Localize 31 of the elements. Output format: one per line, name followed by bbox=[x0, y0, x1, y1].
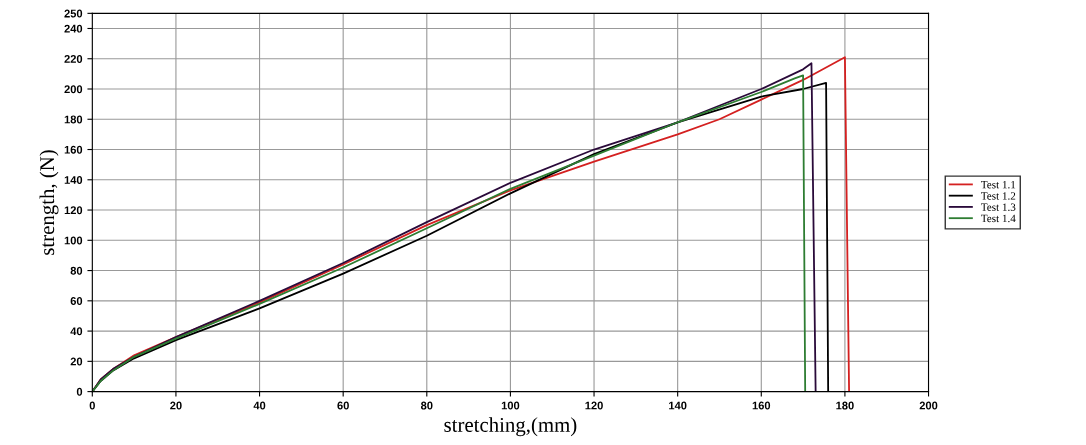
y-tick-label: 250 bbox=[64, 9, 83, 18]
y-tick-label: 180 bbox=[64, 115, 83, 124]
legend-label: Test 1.1 bbox=[981, 180, 1016, 189]
x-tick-label: 80 bbox=[420, 401, 433, 410]
y-tick-label: 160 bbox=[64, 145, 83, 154]
y-tick-label: 120 bbox=[64, 206, 83, 215]
x-tick-label: 60 bbox=[337, 401, 349, 410]
x-tick-label: 160 bbox=[752, 401, 771, 410]
x-tick-label: 200 bbox=[919, 401, 938, 410]
x-axis-title: stretching,(mm) bbox=[444, 417, 577, 437]
y-tick-label: 200 bbox=[64, 85, 83, 94]
x-tick-label: 0 bbox=[89, 401, 95, 410]
y-tick-label: 60 bbox=[70, 297, 83, 305]
legend-label: Test 1.3 bbox=[981, 203, 1016, 211]
y-tick-label: 240 bbox=[64, 24, 83, 33]
y-tick-label: 0 bbox=[76, 387, 83, 396]
x-tick-label: 20 bbox=[170, 401, 182, 410]
x-tick-label: 40 bbox=[253, 401, 266, 410]
y-tick-label: 100 bbox=[64, 236, 83, 245]
legend-label: Test 1.2 bbox=[981, 192, 1016, 200]
y-tick-label: 80 bbox=[70, 266, 83, 275]
x-tick-label: 100 bbox=[501, 401, 520, 410]
legend-label: Test 1.4 bbox=[981, 214, 1016, 223]
x-tick-label: 140 bbox=[669, 401, 687, 410]
y-tick-label: 140 bbox=[64, 176, 83, 184]
x-tick-label: 180 bbox=[836, 401, 854, 410]
y-tick-label: 40 bbox=[70, 327, 83, 336]
y-tick-label: 220 bbox=[64, 55, 83, 63]
y-axis-title: strength, (N) bbox=[39, 150, 59, 255]
y-tick-label: 20 bbox=[70, 357, 83, 366]
x-tick-label: 120 bbox=[585, 401, 603, 410]
